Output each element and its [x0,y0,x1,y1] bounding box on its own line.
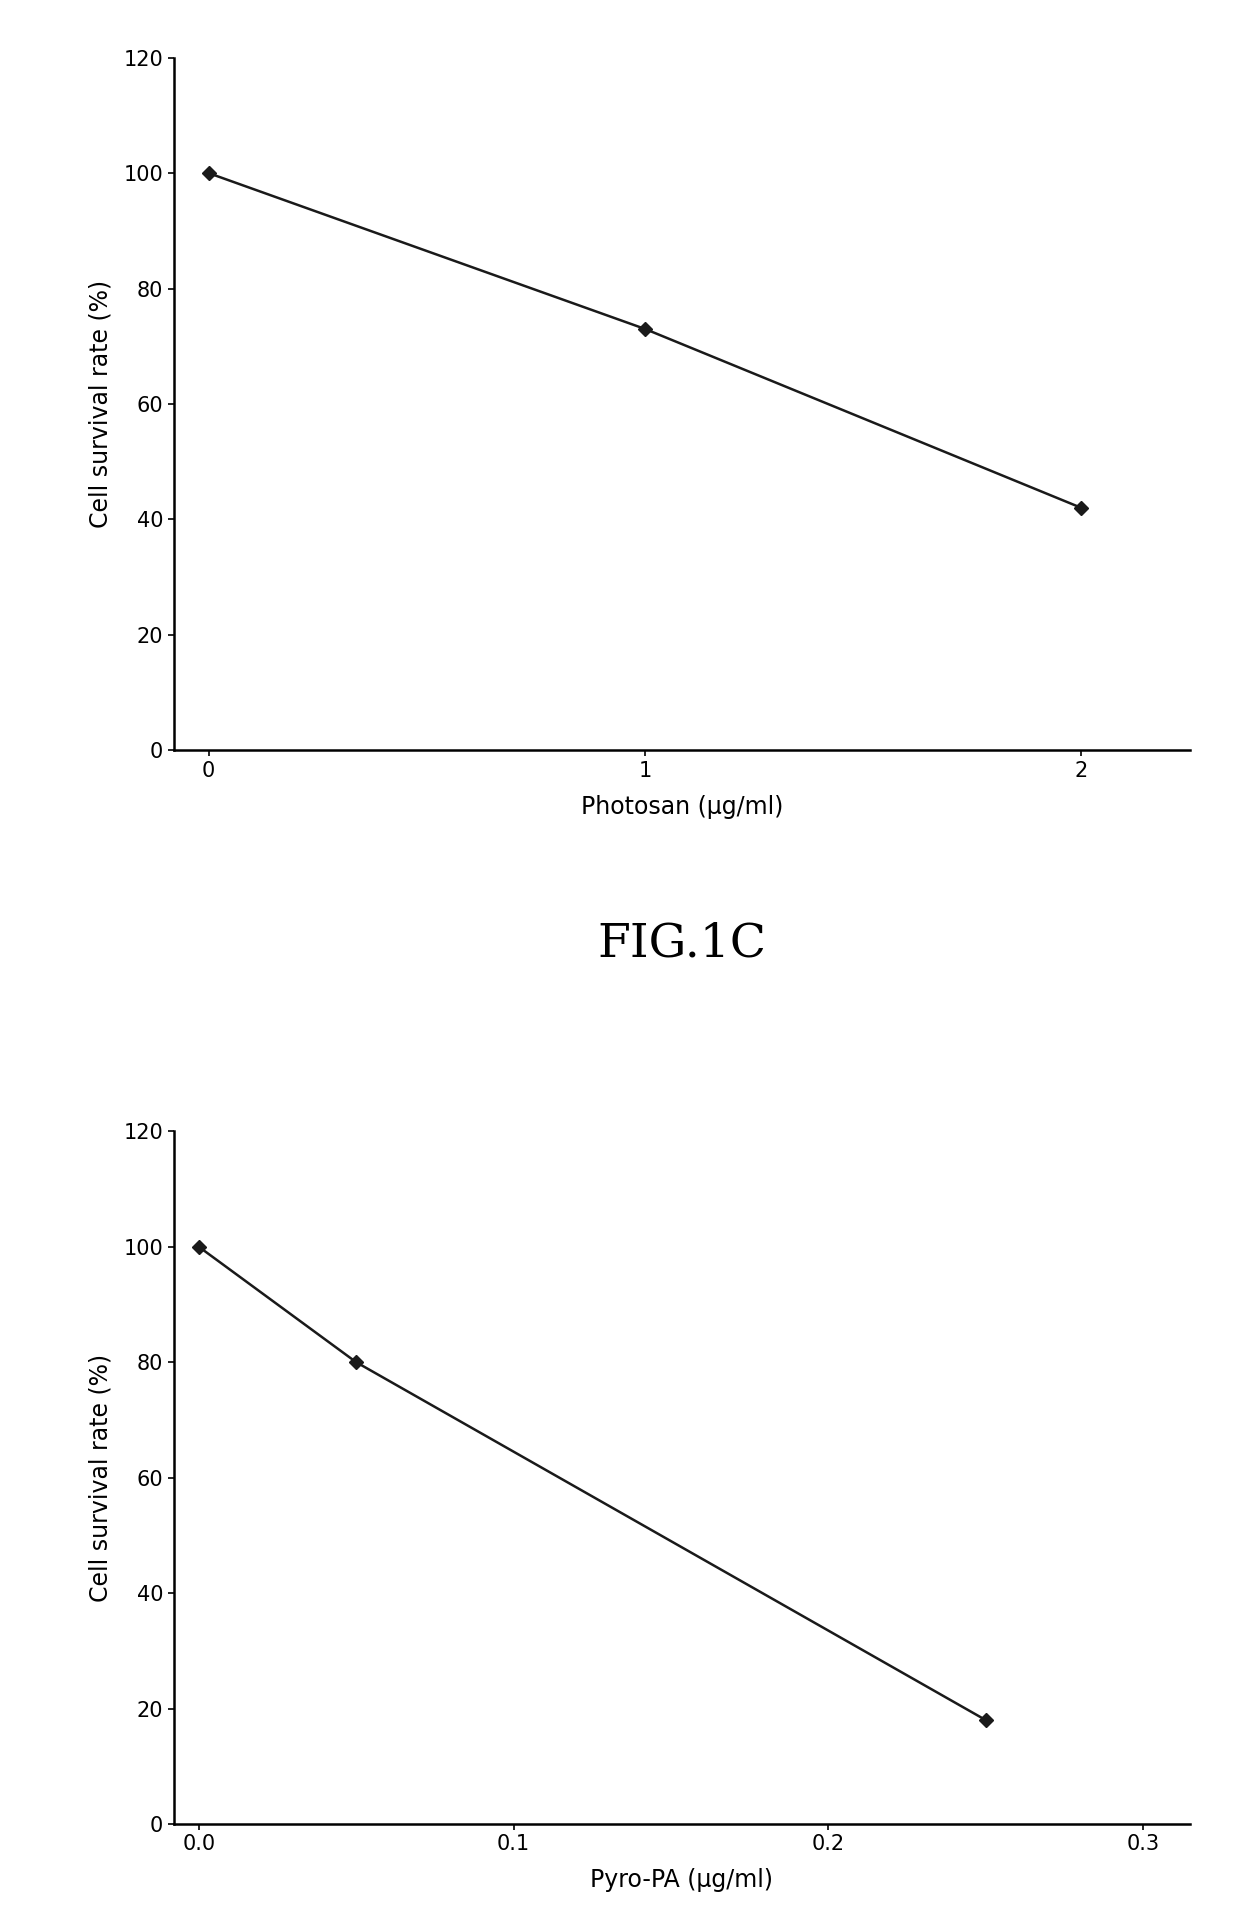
Text: FIG.1C: FIG.1C [598,922,766,968]
Y-axis label: Cell survival rate (%): Cell survival rate (%) [88,280,113,528]
X-axis label: Photosan (μg/ml): Photosan (μg/ml) [580,795,784,818]
X-axis label: Pyro-PA (μg/ml): Pyro-PA (μg/ml) [590,1868,774,1893]
Y-axis label: Cell survival rate (%): Cell survival rate (%) [88,1354,113,1601]
